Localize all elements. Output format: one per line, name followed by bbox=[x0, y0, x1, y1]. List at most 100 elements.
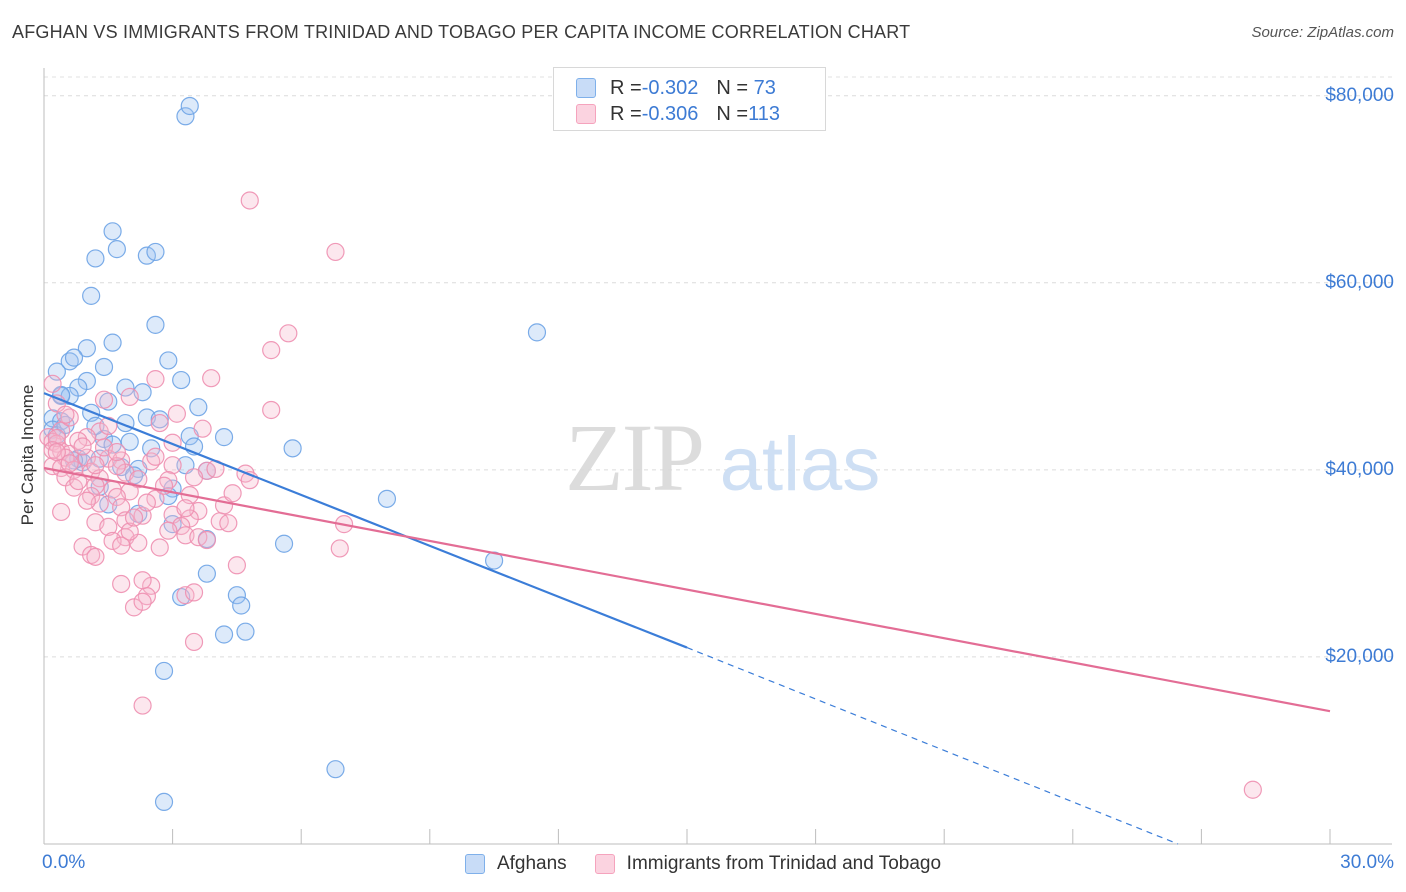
data-point bbox=[326, 242, 345, 262]
data-point bbox=[176, 499, 195, 518]
data-point bbox=[120, 522, 139, 541]
data-point bbox=[112, 536, 131, 555]
axes bbox=[43, 68, 1392, 845]
n-value: 113 bbox=[748, 102, 780, 125]
data-point bbox=[163, 433, 182, 452]
data-point bbox=[146, 447, 165, 466]
data-point bbox=[214, 428, 234, 447]
series-legend: Afghans Immigrants from Trinidad and Tob… bbox=[0, 852, 1406, 876]
data-point bbox=[43, 374, 62, 393]
data-point bbox=[112, 574, 131, 594]
data-point bbox=[176, 107, 195, 126]
data-point bbox=[223, 484, 242, 503]
data-point bbox=[184, 468, 204, 487]
legend-item-trinidad: Immigrants from Trinidad and Tobago bbox=[594, 853, 942, 875]
r-label: R = bbox=[610, 102, 642, 125]
y-tick-label: $80,000 bbox=[1325, 84, 1394, 106]
legend-swatch-afghans bbox=[464, 854, 485, 874]
y-axis-label: Per Capita Income bbox=[18, 384, 37, 526]
data-point bbox=[236, 622, 255, 641]
data-point bbox=[167, 404, 186, 423]
data-point bbox=[99, 416, 118, 435]
data-point bbox=[94, 357, 114, 377]
data-point bbox=[189, 398, 208, 417]
data-point bbox=[262, 341, 281, 360]
watermark-atlas: atlas bbox=[720, 422, 881, 507]
legend-swatch-afghans bbox=[576, 78, 596, 98]
y-tick-label: $20,000 bbox=[1325, 645, 1394, 667]
data-point bbox=[154, 661, 174, 681]
data-point bbox=[240, 191, 259, 210]
data-point bbox=[69, 471, 88, 491]
data-point bbox=[274, 534, 294, 553]
data-point bbox=[116, 378, 135, 397]
data-point bbox=[197, 564, 216, 583]
legend-item-afghans: Afghans bbox=[464, 853, 567, 875]
data-point bbox=[137, 493, 156, 512]
x-tick-label: 0.0% bbox=[42, 852, 86, 873]
y-tick-label: $60,000 bbox=[1325, 271, 1394, 293]
data-point bbox=[172, 370, 191, 390]
stats-row-afghans: R = -0.302 N = 73 bbox=[576, 76, 776, 100]
data-point bbox=[103, 222, 122, 241]
trend-lines bbox=[43, 392, 1331, 845]
data-point bbox=[330, 539, 349, 558]
data-point bbox=[1243, 780, 1262, 799]
data-point bbox=[180, 96, 199, 116]
grid-lines bbox=[44, 76, 1392, 658]
data-point bbox=[86, 547, 105, 566]
series-trinidad bbox=[39, 191, 1262, 799]
data-point bbox=[279, 324, 298, 343]
legend-label-trinidad: Immigrants from Trinidad and Tobago bbox=[626, 853, 942, 874]
chart-title: AFGHAN VS IMMIGRANTS FROM TRINIDAD AND T… bbox=[12, 22, 911, 42]
r-label: R = bbox=[610, 76, 642, 99]
data-point bbox=[120, 432, 139, 451]
data-point bbox=[120, 387, 139, 406]
data-point bbox=[107, 487, 126, 507]
data-point bbox=[77, 491, 96, 510]
data-point bbox=[219, 514, 238, 533]
n-label: N = bbox=[716, 76, 749, 99]
stats-legend: R = -0.302 N = 73 R = -0.306 N = 113 bbox=[553, 67, 826, 131]
chart-source: Source: ZipAtlas.com bbox=[1251, 24, 1394, 41]
data-point bbox=[103, 333, 122, 352]
data-point bbox=[52, 502, 71, 522]
data-point bbox=[99, 517, 118, 537]
watermark: ZIP atlas bbox=[565, 404, 880, 511]
data-point bbox=[159, 351, 178, 370]
data-point bbox=[163, 456, 182, 475]
data-point bbox=[47, 442, 66, 462]
data-point bbox=[184, 632, 204, 652]
legend-label-afghans: Afghans bbox=[496, 853, 567, 874]
watermark-zip: ZIP bbox=[565, 404, 703, 511]
data-point bbox=[107, 442, 126, 462]
x-tick-label: 30.0% bbox=[1340, 852, 1394, 873]
data-point bbox=[146, 315, 165, 334]
data-point bbox=[262, 400, 281, 420]
data-point bbox=[82, 286, 101, 305]
data-point bbox=[133, 571, 152, 590]
data-point bbox=[56, 405, 75, 424]
data-point bbox=[64, 348, 84, 367]
data-point bbox=[103, 531, 122, 551]
trend-line-afghans-extension bbox=[686, 647, 1179, 845]
data-point bbox=[77, 339, 96, 358]
data-point bbox=[150, 413, 169, 433]
r-value: -0.302 bbox=[641, 76, 699, 99]
data-point bbox=[146, 242, 165, 262]
data-point bbox=[377, 489, 397, 508]
data-point bbox=[73, 437, 92, 456]
data-point bbox=[154, 792, 174, 812]
data-point bbox=[283, 439, 302, 458]
data-point bbox=[527, 323, 547, 342]
data-point bbox=[232, 596, 251, 615]
data-point bbox=[133, 696, 152, 715]
data-point bbox=[227, 586, 246, 605]
data-point bbox=[202, 369, 221, 388]
legend-swatch-trinidad bbox=[594, 854, 615, 874]
data-point bbox=[124, 508, 144, 527]
data-point bbox=[86, 456, 105, 475]
data-point bbox=[133, 592, 152, 611]
data-point bbox=[94, 390, 114, 409]
